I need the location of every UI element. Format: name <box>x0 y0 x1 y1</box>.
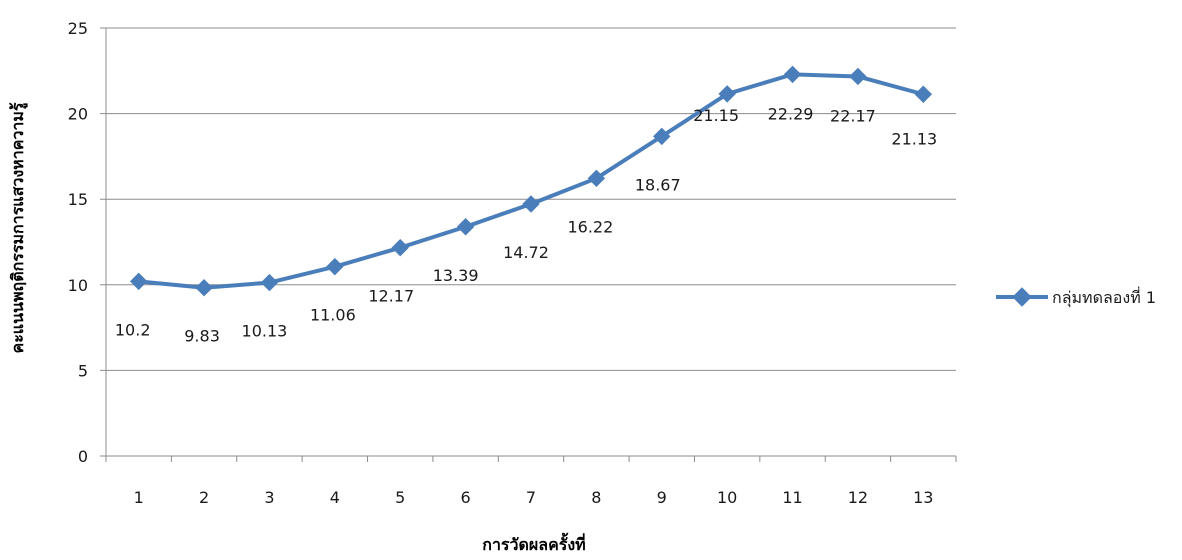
x-tick-label-12: 12 <box>848 488 868 507</box>
data-label-10: 21.15 <box>693 106 739 125</box>
y-tick-label-5: 25 <box>68 19 88 38</box>
x-tick-label-9: 9 <box>657 488 667 507</box>
x-tick-label-5: 5 <box>395 488 405 507</box>
data-label-12: 22.17 <box>830 106 876 125</box>
data-label-6: 13.39 <box>433 266 479 285</box>
data-label-11: 22.29 <box>768 104 814 123</box>
data-point-12 <box>849 67 867 86</box>
legend: กลุ่มทดลองที่ 1 <box>996 286 1156 308</box>
data-point-1 <box>129 272 148 291</box>
data-label-1: 10.2 <box>115 320 151 339</box>
data-labels: 10.2 9.83 10.13 11.06 12.17 13.39 14.72 16.22 18… <box>115 104 937 345</box>
x-tick-label-8: 8 <box>591 488 601 507</box>
y-tick-label-2: 10 <box>68 276 88 295</box>
x-tick-label-11: 11 <box>782 488 802 507</box>
data-point-5 <box>391 238 409 257</box>
x-axis-title: การวัดผลครั้งที่ <box>482 532 585 554</box>
data-point-6 <box>456 218 475 236</box>
y-tick-label-0: 0 <box>78 447 88 466</box>
x-tick-label-13: 13 <box>913 488 933 507</box>
data-point-2 <box>195 279 213 297</box>
data-point-10 <box>718 85 736 103</box>
data-label-2: 9.83 <box>184 327 220 346</box>
data-point-7 <box>522 195 540 213</box>
x-tick-label-7: 7 <box>526 488 536 507</box>
data-label-13: 21.13 <box>891 129 937 148</box>
data-point-3 <box>260 273 279 292</box>
x-tick-label-1: 1 <box>134 488 144 507</box>
data-label-8: 16.22 <box>567 217 613 236</box>
x-tick-label-10: 10 <box>717 488 737 507</box>
x-tick-label-6: 6 <box>461 488 471 507</box>
x-tick-label-2: 2 <box>199 488 209 507</box>
y-tick-label-1: 5 <box>78 361 88 380</box>
legend-marker <box>1012 287 1032 307</box>
series-layer <box>129 65 933 297</box>
legend-label: กลุ่มทดลองที่ 1 <box>1052 286 1156 308</box>
y-axis-title: คะแนนพฤติกรรมการแสวงหาความรู้ <box>8 102 29 353</box>
data-point-4 <box>326 257 344 276</box>
x-tick-label-4: 4 <box>330 488 340 507</box>
y-tick-label-4: 20 <box>68 105 88 124</box>
data-label-3: 10.13 <box>242 322 288 341</box>
data-label-9: 18.67 <box>635 175 681 194</box>
data-label-4: 11.06 <box>310 306 356 325</box>
data-point-11 <box>783 65 802 84</box>
data-point-9 <box>653 127 671 146</box>
x-tick-label-3: 3 <box>264 488 274 507</box>
data-label-7: 14.72 <box>503 243 549 262</box>
data-point-13 <box>914 85 933 103</box>
data-point-8 <box>587 169 606 188</box>
data-label-5: 12.17 <box>368 287 414 306</box>
y-tick-label-3: 15 <box>68 190 88 209</box>
